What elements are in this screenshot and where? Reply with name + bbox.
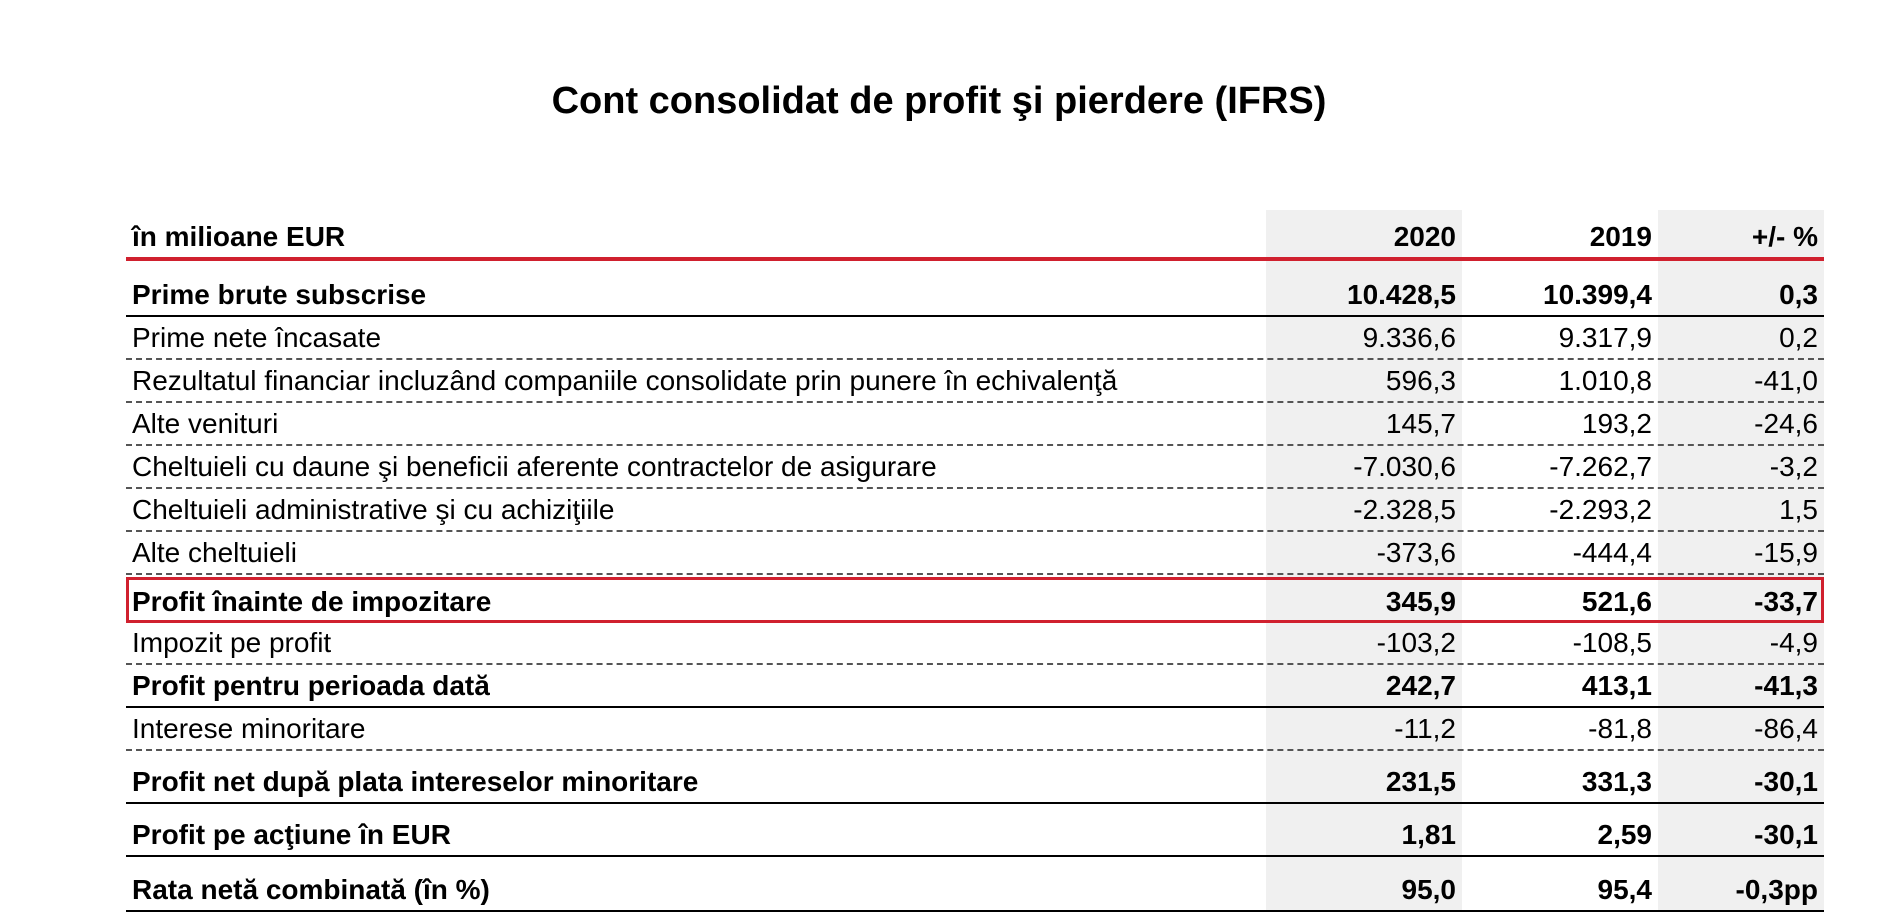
row-value-2020: 345,9: [1385, 586, 1456, 617]
table-row-highlighted: Profit înainte de impozitare 345,9 521,6…: [126, 577, 1824, 623]
row-value-2020: 1,81: [1401, 819, 1457, 850]
row-value-pct: -15,9: [1754, 537, 1818, 568]
row-value-2020: 9.336,6: [1362, 322, 1456, 353]
row-label: Impozit pe profit: [132, 627, 332, 658]
row-value-pct: -33,7: [1754, 586, 1818, 617]
row-value-2020: 596,3: [1385, 365, 1456, 396]
row-value-pct: -41,0: [1754, 365, 1818, 396]
row-value-2019: 1.010,8: [1558, 365, 1652, 396]
row-label: Alte cheltuieli: [132, 537, 297, 568]
row-label: Alte venituri: [132, 408, 279, 439]
row-value-2020: 145,7: [1385, 408, 1456, 439]
header-pct: +/- %: [1751, 221, 1818, 252]
row-label: Rezultatul financiar incluzând companiil…: [132, 365, 1118, 396]
row-label: Prime brute subscrise: [132, 279, 427, 310]
row-label: Rata netă combinată (în %): [132, 874, 490, 905]
row-value-pct: -86,4: [1754, 713, 1818, 744]
table-row: Profit net după plata intereselor minori…: [126, 751, 1824, 804]
row-value-pct: -4,9: [1769, 627, 1818, 658]
table-row: Cheltuieli cu daune şi beneficii aferent…: [126, 446, 1824, 489]
row-value-pct: -41,3: [1754, 670, 1818, 701]
row-value-pct: -30,1: [1754, 766, 1818, 797]
row-value-2019: 95,4: [1597, 874, 1653, 905]
income-statement-table: în milioane EUR 2020 2019 +/- % Prime br…: [126, 210, 1824, 912]
table-row: Profit pe acţiune în EUR 1,81 2,59 -30,1: [126, 804, 1824, 857]
row-label: Cheltuieli administrative şi cu achiziţi…: [132, 494, 615, 525]
row-value-2020: -373,6: [1376, 537, 1456, 568]
row-label: Prime nete încasate: [132, 322, 382, 353]
row-value-pct: 0,3: [1779, 279, 1818, 310]
row-label: Profit net după plata intereselor minori…: [132, 766, 699, 797]
row-value-2019: -7.262,7: [1549, 451, 1652, 482]
row-value-pct: -24,6: [1754, 408, 1818, 439]
column-shade-pct: [1658, 210, 1824, 912]
table-row: Profit pentru perioada dată 242,7 413,1 …: [126, 665, 1824, 708]
row-value-2020: 95,0: [1401, 874, 1457, 905]
table-row: Alte venituri 145,7 193,2 -24,6: [126, 403, 1824, 446]
header-2020: 2020: [1393, 221, 1456, 252]
row-value-2019: -108,5: [1572, 627, 1652, 658]
row-value-2020: -2.328,5: [1353, 494, 1456, 525]
page-title: Cont consolidat de profit şi pierdere (I…: [551, 80, 1327, 122]
row-label: Cheltuieli cu daune şi beneficii aferent…: [132, 451, 937, 482]
row-value-2020: -103,2: [1376, 627, 1456, 658]
row-value-2020: -7.030,6: [1353, 451, 1456, 482]
row-value-pct: -30,1: [1754, 819, 1818, 850]
row-value-2020: -11,2: [1394, 713, 1456, 744]
table-row: Rata netă combinată (în %) 95,0 95,4 -0,…: [126, 857, 1824, 912]
table-row: Prime nete încasate 9.336,6 9.317,9 0,2: [126, 317, 1824, 360]
row-value-pct: -3,2: [1769, 451, 1818, 482]
column-shade-2020: [1266, 210, 1462, 912]
row-value-2019: -444,4: [1572, 537, 1652, 568]
row-value-2020: 242,7: [1385, 670, 1456, 701]
row-value-2019: 193,2: [1581, 408, 1652, 439]
row-label: Interese minoritare: [132, 713, 366, 744]
row-label: Profit înainte de impozitare: [132, 586, 492, 617]
row-value-2019: 2,59: [1597, 819, 1653, 850]
table-row: Alte cheltuieli -373,6 -444,4 -15,9: [126, 532, 1824, 575]
table-row: Impozit pe profit -103,2 -108,5 -4,9: [126, 623, 1824, 665]
table-row: Interese minoritare -11,2 -81,8 -86,4: [126, 708, 1824, 751]
row-value-pct: -0,3pp: [1735, 874, 1818, 905]
row-value-2019: 413,1: [1581, 670, 1652, 701]
header-label: în milioane EUR: [132, 221, 346, 252]
row-label: Profit pe acţiune în EUR: [132, 819, 451, 850]
row-value-pct: 0,2: [1779, 322, 1818, 353]
row-value-2019: 9.317,9: [1558, 322, 1652, 353]
row-value-2019: 10.399,4: [1543, 279, 1652, 310]
row-value-2020: 231,5: [1385, 766, 1456, 797]
row-label: Profit pentru perioada dată: [132, 670, 490, 701]
table-row: Rezultatul financiar incluzând companiil…: [126, 360, 1824, 403]
table-row: Prime brute subscrise 10.428,5 10.399,4 …: [126, 261, 1824, 317]
table-row: Cheltuieli administrative şi cu achiziţi…: [126, 489, 1824, 532]
row-value-2019: -2.293,2: [1549, 494, 1652, 525]
table-header: în milioane EUR 2020 2019 +/- %: [126, 210, 1824, 261]
row-value-2019: 331,3: [1581, 766, 1652, 797]
row-value-2020: 10.428,5: [1347, 279, 1456, 310]
row-value-2019: 521,6: [1581, 586, 1652, 617]
header-2019: 2019: [1589, 221, 1652, 252]
row-value-2019: -81,8: [1588, 713, 1652, 744]
row-value-pct: 1,5: [1779, 494, 1818, 525]
